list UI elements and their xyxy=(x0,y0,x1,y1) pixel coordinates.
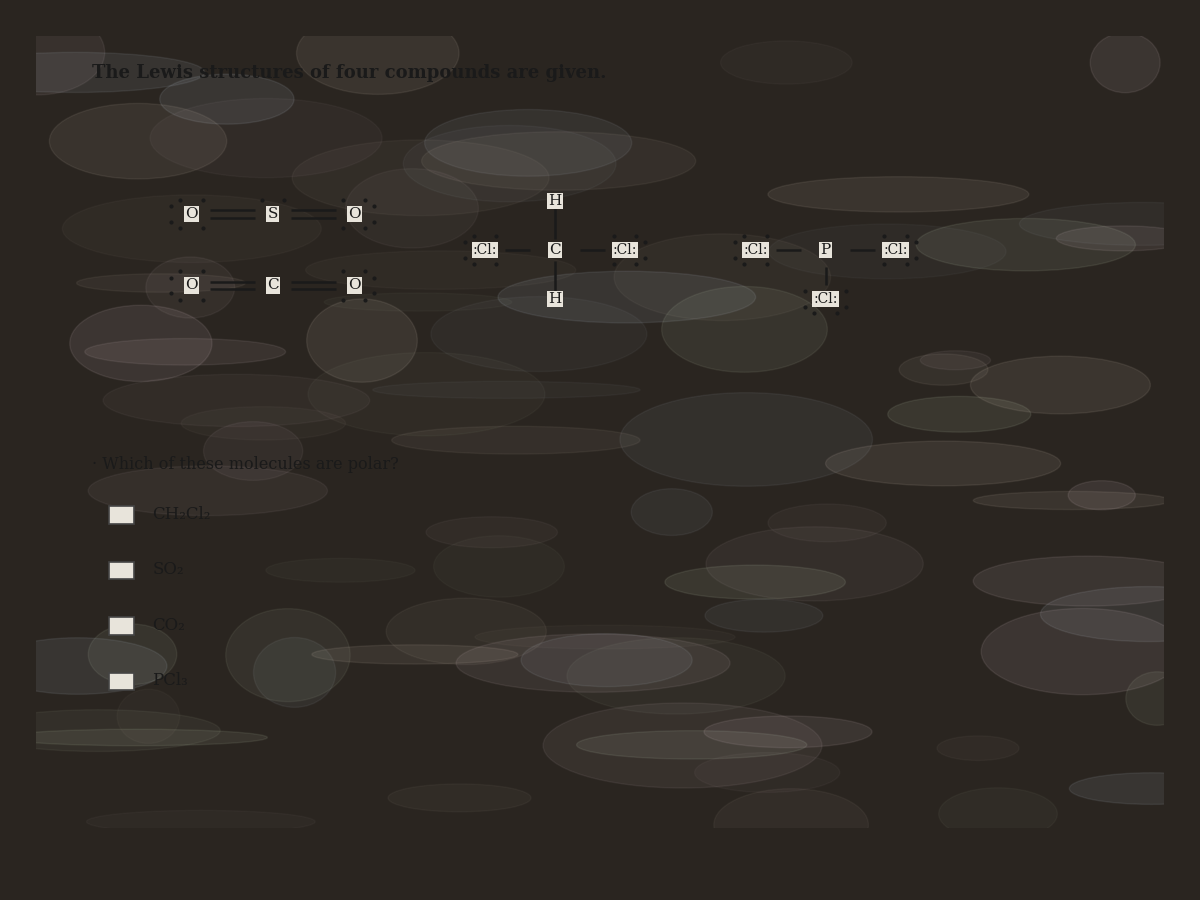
Text: :Cl:: :Cl: xyxy=(473,243,497,256)
Ellipse shape xyxy=(542,742,697,788)
Ellipse shape xyxy=(356,591,574,618)
Text: The Lewis structures of four compounds are given.: The Lewis structures of four compounds a… xyxy=(92,64,607,82)
Ellipse shape xyxy=(888,549,1151,630)
Text: C: C xyxy=(550,243,560,256)
Ellipse shape xyxy=(611,547,857,622)
Ellipse shape xyxy=(695,496,769,585)
Ellipse shape xyxy=(569,600,770,672)
Ellipse shape xyxy=(527,28,653,50)
Ellipse shape xyxy=(56,361,155,395)
Ellipse shape xyxy=(641,230,707,316)
Text: O: O xyxy=(348,278,360,293)
Text: :Cl:: :Cl: xyxy=(883,243,907,256)
Text: PCl₃: PCl₃ xyxy=(152,672,188,689)
FancyBboxPatch shape xyxy=(109,507,134,524)
Ellipse shape xyxy=(0,341,104,417)
Ellipse shape xyxy=(959,778,1200,846)
Ellipse shape xyxy=(188,773,304,853)
Ellipse shape xyxy=(798,106,990,159)
Text: CO₂: CO₂ xyxy=(152,616,185,634)
Ellipse shape xyxy=(875,609,952,652)
Text: P: P xyxy=(821,243,830,256)
Ellipse shape xyxy=(377,264,596,352)
FancyBboxPatch shape xyxy=(109,562,134,580)
Ellipse shape xyxy=(763,246,905,318)
Text: S: S xyxy=(268,207,278,221)
Ellipse shape xyxy=(218,238,463,273)
Text: CH₂Cl₂: CH₂Cl₂ xyxy=(152,506,210,523)
Text: H: H xyxy=(548,194,562,208)
Ellipse shape xyxy=(115,375,334,430)
Ellipse shape xyxy=(100,601,332,662)
Ellipse shape xyxy=(617,216,712,292)
Text: :Cl:: :Cl: xyxy=(744,243,768,256)
Ellipse shape xyxy=(521,103,770,151)
Ellipse shape xyxy=(498,283,768,365)
Text: · Which of these molecules are polar?: · Which of these molecules are polar? xyxy=(92,455,400,472)
FancyBboxPatch shape xyxy=(109,673,134,690)
Ellipse shape xyxy=(390,562,522,620)
Ellipse shape xyxy=(1052,694,1200,780)
Ellipse shape xyxy=(268,348,408,403)
Ellipse shape xyxy=(223,116,376,170)
Ellipse shape xyxy=(348,399,466,421)
Ellipse shape xyxy=(174,399,373,439)
Ellipse shape xyxy=(515,695,715,787)
Text: C: C xyxy=(268,278,278,293)
Ellipse shape xyxy=(322,696,590,758)
Ellipse shape xyxy=(403,726,676,750)
Ellipse shape xyxy=(978,69,1120,155)
Ellipse shape xyxy=(558,368,677,413)
Text: :Cl:: :Cl: xyxy=(613,243,637,256)
Ellipse shape xyxy=(540,635,770,714)
Text: SO₂: SO₂ xyxy=(152,562,184,579)
Text: H: H xyxy=(548,292,562,306)
Ellipse shape xyxy=(462,667,563,716)
Ellipse shape xyxy=(648,162,872,220)
Ellipse shape xyxy=(914,513,1144,556)
Ellipse shape xyxy=(66,518,298,573)
Ellipse shape xyxy=(607,482,862,513)
Text: O: O xyxy=(348,207,360,221)
Ellipse shape xyxy=(470,655,583,736)
Ellipse shape xyxy=(269,161,383,236)
Text: O: O xyxy=(185,278,198,293)
Text: O: O xyxy=(185,207,198,221)
Text: :Cl:: :Cl: xyxy=(814,292,838,306)
Ellipse shape xyxy=(742,375,924,458)
Ellipse shape xyxy=(410,651,523,711)
Ellipse shape xyxy=(144,563,210,587)
Ellipse shape xyxy=(302,732,488,820)
Ellipse shape xyxy=(970,82,1038,101)
Ellipse shape xyxy=(419,219,637,271)
Ellipse shape xyxy=(970,670,1076,733)
Ellipse shape xyxy=(1033,190,1129,220)
Ellipse shape xyxy=(149,244,310,266)
Ellipse shape xyxy=(406,158,602,201)
Ellipse shape xyxy=(148,395,257,489)
Ellipse shape xyxy=(511,292,650,318)
FancyBboxPatch shape xyxy=(109,617,134,634)
Ellipse shape xyxy=(456,292,710,374)
